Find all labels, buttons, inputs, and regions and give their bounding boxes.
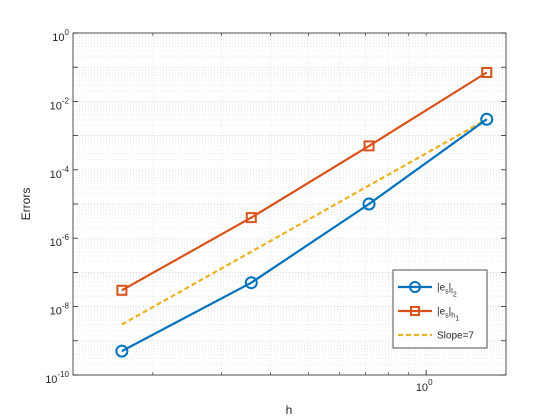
x-axis-label: h: [286, 403, 293, 417]
series-0-point: [362, 197, 376, 211]
y-tick-label: 10-6: [50, 233, 70, 249]
legend-label-norm-index: 2: [453, 292, 457, 299]
legend-label-norm-index: 1: [455, 316, 459, 323]
series-1-point: [481, 66, 493, 78]
legend-label-norm: h: [451, 313, 455, 320]
legend-label-bar: |: [449, 283, 452, 294]
y-axis-label: Errors: [19, 188, 33, 221]
series-line-0: [121, 118, 488, 353]
tick-marks: [73, 32, 506, 376]
legend-marker-1: [410, 306, 420, 316]
y-tick-exponent: -2: [62, 96, 70, 105]
legend-label-sub: s: [445, 313, 449, 320]
legend-label-1: |es|h1: [437, 307, 459, 323]
x-tick-base: 10: [416, 382, 428, 394]
y-tick-label: 100: [52, 28, 69, 44]
series-0-point: [115, 344, 129, 358]
legend-label-2: Slope=7: [437, 331, 474, 342]
series-0-point: [244, 276, 258, 290]
legend-label-sub: s: [445, 289, 449, 296]
y-tick-exponent: 0: [65, 28, 70, 37]
series-line-2: [121, 118, 488, 326]
y-tick-base: 10: [50, 237, 62, 249]
x-tick-label: 100: [416, 378, 433, 394]
y-tick-base: 10: [50, 306, 62, 318]
legend-label-main: |e: [437, 307, 446, 318]
x-tick-exponent: 0: [428, 378, 433, 387]
legend-label-0: |es|l2: [437, 283, 457, 299]
series-line-1: [121, 71, 488, 292]
series-0-point: [480, 112, 494, 126]
series-layer: [115, 66, 494, 358]
legend-label-norm: l: [451, 289, 453, 296]
y-tick-label: 10-4: [50, 165, 70, 181]
y-tick-base: 10: [45, 374, 57, 386]
y-tick-label: 10-10: [45, 370, 69, 386]
series-1-point: [245, 212, 257, 224]
y-tick-base: 10: [50, 169, 62, 181]
legend-marker-0: [409, 281, 421, 293]
legend-label-main: |e: [437, 283, 446, 294]
y-tick-label: 10-2: [50, 96, 70, 112]
y-tick-base: 10: [50, 100, 62, 112]
series-1-point: [363, 140, 375, 152]
y-tick-exponent: -4: [62, 165, 70, 174]
y-tick-label: 10-8: [50, 302, 70, 318]
legend-label-bar: |: [449, 307, 452, 318]
y-tick-exponent: -10: [57, 370, 69, 379]
y-tick-exponent: -6: [62, 233, 70, 242]
series-1-point: [116, 284, 128, 296]
legend-label-main: Slope=7: [437, 331, 474, 342]
y-tick-exponent: -8: [62, 302, 70, 311]
y-tick-base: 10: [52, 32, 64, 44]
